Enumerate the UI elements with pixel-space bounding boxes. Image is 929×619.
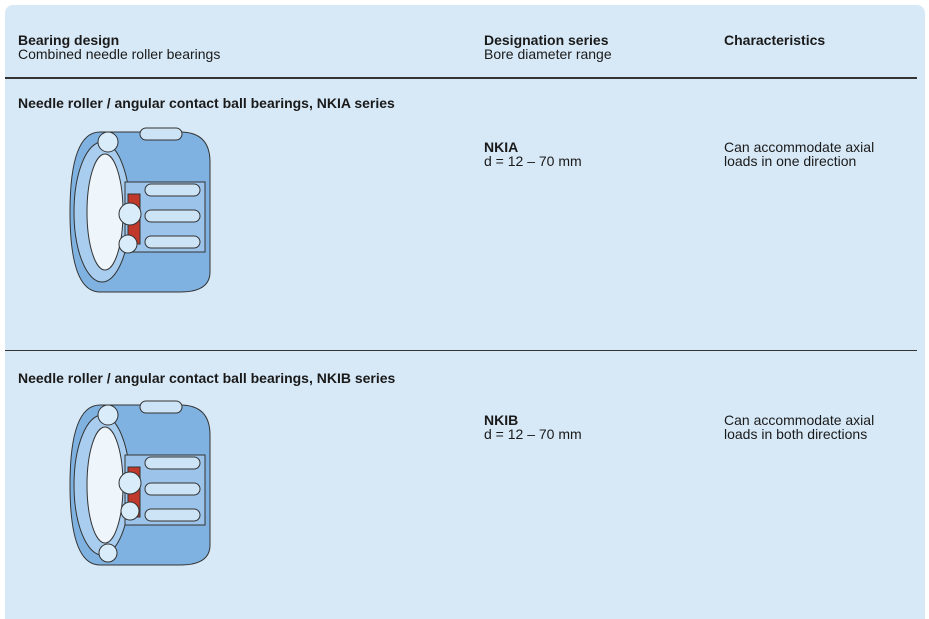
row-rule xyxy=(5,350,917,351)
characteristics: Can accommodate axial xyxy=(724,412,875,428)
column-title: Characteristics xyxy=(724,32,826,48)
characteristics: loads in one direction xyxy=(724,153,857,169)
row-title: Needle roller / angular contact ball bea… xyxy=(18,95,395,111)
designation: NKIA xyxy=(484,139,519,155)
header-rule xyxy=(5,77,917,79)
column-title: Designation series xyxy=(484,32,609,48)
designation: NKIB xyxy=(484,412,519,428)
row-title: Needle roller / angular contact ball bea… xyxy=(18,370,396,386)
bore-range: d = 12 – 70 mm xyxy=(484,153,582,169)
column-subtitle: Combined needle roller bearings xyxy=(18,46,221,62)
bore-range: d = 12 – 70 mm xyxy=(484,426,582,442)
characteristics: loads in both directions xyxy=(724,426,868,442)
bearing-illustration xyxy=(69,400,211,566)
characteristics: Can accommodate axial xyxy=(724,139,875,155)
bearing-illustration xyxy=(69,127,211,293)
column-subtitle: Bore diameter range xyxy=(484,46,612,62)
column-title: Bearing design xyxy=(18,32,120,48)
